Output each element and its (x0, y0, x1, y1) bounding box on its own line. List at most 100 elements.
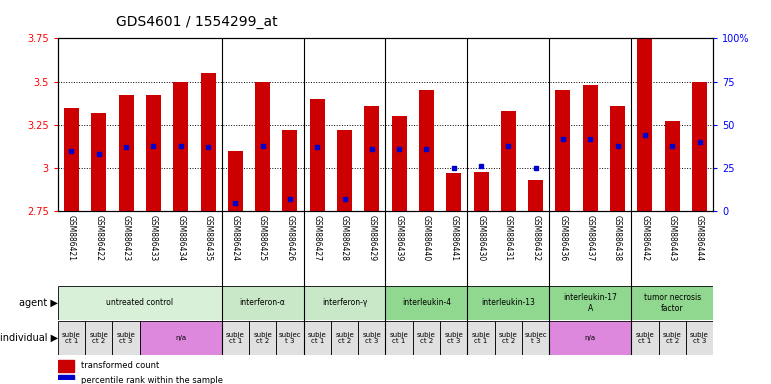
Text: GSM886421: GSM886421 (67, 215, 76, 261)
Text: GDS4601 / 1554299_at: GDS4601 / 1554299_at (116, 15, 278, 29)
Text: interleukin-17
A: interleukin-17 A (564, 293, 618, 313)
Text: n/a: n/a (175, 335, 187, 341)
Bar (85, 321, 113, 355)
Bar (146, 96, 161, 211)
Bar (555, 90, 571, 211)
Bar (91, 113, 106, 211)
Text: GSM886425: GSM886425 (258, 215, 267, 261)
Bar (658, 321, 686, 355)
Text: subje
ct 2: subje ct 2 (253, 332, 272, 344)
Bar (58, 375, 74, 384)
Text: subje
ct 2: subje ct 2 (335, 332, 354, 344)
Bar (310, 99, 325, 211)
Text: GSM886422: GSM886422 (94, 215, 103, 261)
Bar (249, 321, 276, 355)
Bar (365, 106, 379, 211)
Text: GSM886436: GSM886436 (558, 215, 567, 261)
Text: n/a: n/a (584, 335, 596, 341)
Text: subje
ct 1: subje ct 1 (226, 332, 244, 344)
Text: GSM886439: GSM886439 (395, 215, 404, 261)
Text: GSM886429: GSM886429 (367, 215, 376, 261)
Text: GSM886438: GSM886438 (613, 215, 622, 261)
Bar (58, 286, 221, 320)
Bar (528, 180, 544, 211)
Text: subje
ct 1: subje ct 1 (308, 332, 327, 344)
Text: individual ▶: individual ▶ (0, 333, 58, 343)
Text: subjec
t 3: subjec t 3 (278, 332, 301, 344)
Bar (255, 82, 270, 211)
Bar (631, 321, 658, 355)
Text: GSM886433: GSM886433 (149, 215, 158, 261)
Bar (227, 151, 243, 211)
Text: GSM886432: GSM886432 (531, 215, 540, 261)
Bar (638, 38, 652, 211)
Text: GSM886423: GSM886423 (122, 215, 130, 261)
Text: subje
ct 2: subje ct 2 (89, 332, 108, 344)
Bar (501, 111, 516, 211)
Bar (221, 286, 304, 320)
Bar (440, 321, 467, 355)
Bar (467, 286, 549, 320)
Text: subje
ct 1: subje ct 1 (472, 332, 490, 344)
Text: subje
ct 3: subje ct 3 (362, 332, 381, 344)
Bar (331, 321, 359, 355)
Text: GSM886424: GSM886424 (231, 215, 240, 261)
Text: subjec
t 3: subjec t 3 (524, 332, 547, 344)
Text: subje
ct 1: subje ct 1 (390, 332, 409, 344)
Bar (412, 321, 440, 355)
Text: interleukin-13: interleukin-13 (481, 298, 535, 308)
Text: subje
ct 1: subje ct 1 (62, 332, 81, 344)
Bar (359, 321, 386, 355)
Text: GSM886435: GSM886435 (204, 215, 213, 261)
Bar (419, 90, 434, 211)
Bar (386, 286, 467, 320)
Bar (583, 85, 598, 211)
Text: GSM886426: GSM886426 (285, 215, 295, 261)
Bar (549, 286, 631, 320)
Bar (522, 321, 549, 355)
Bar (304, 321, 331, 355)
Bar (692, 82, 707, 211)
Text: interferon-γ: interferon-γ (322, 298, 367, 308)
Bar (119, 96, 133, 211)
Bar (549, 321, 631, 355)
Text: GSM886430: GSM886430 (476, 215, 486, 261)
Text: GSM886428: GSM886428 (340, 215, 349, 261)
Bar (282, 130, 298, 211)
Text: subje
ct 3: subje ct 3 (444, 332, 463, 344)
Text: transformed count: transformed count (81, 361, 159, 370)
Bar (113, 321, 140, 355)
Bar (58, 361, 74, 371)
Text: GSM886443: GSM886443 (668, 215, 677, 261)
Bar (610, 106, 625, 211)
Text: subje
ct 3: subje ct 3 (690, 332, 709, 344)
Bar (337, 130, 352, 211)
Text: GSM886437: GSM886437 (586, 215, 594, 261)
Text: subje
ct 3: subje ct 3 (116, 332, 136, 344)
Text: untreated control: untreated control (106, 298, 173, 308)
Bar (200, 73, 216, 211)
Text: subje
ct 2: subje ct 2 (663, 332, 682, 344)
Text: GSM886440: GSM886440 (422, 215, 431, 261)
Bar (631, 286, 713, 320)
Bar (495, 321, 522, 355)
Bar (64, 108, 79, 211)
Text: GSM886444: GSM886444 (695, 215, 704, 261)
Bar (467, 321, 495, 355)
Bar (686, 321, 713, 355)
Bar (276, 321, 304, 355)
Text: agent ▶: agent ▶ (19, 298, 58, 308)
Bar (473, 172, 489, 211)
Text: GSM886441: GSM886441 (449, 215, 458, 261)
Bar (173, 82, 188, 211)
Bar (446, 173, 461, 211)
Text: GSM886427: GSM886427 (313, 215, 322, 261)
Bar (58, 321, 85, 355)
Text: interferon-α: interferon-α (240, 298, 285, 308)
Text: percentile rank within the sample: percentile rank within the sample (81, 376, 223, 384)
Bar (221, 321, 249, 355)
Text: subje
ct 1: subje ct 1 (635, 332, 655, 344)
Text: interleukin-4: interleukin-4 (402, 298, 451, 308)
Text: subje
ct 2: subje ct 2 (417, 332, 436, 344)
Bar (140, 321, 221, 355)
